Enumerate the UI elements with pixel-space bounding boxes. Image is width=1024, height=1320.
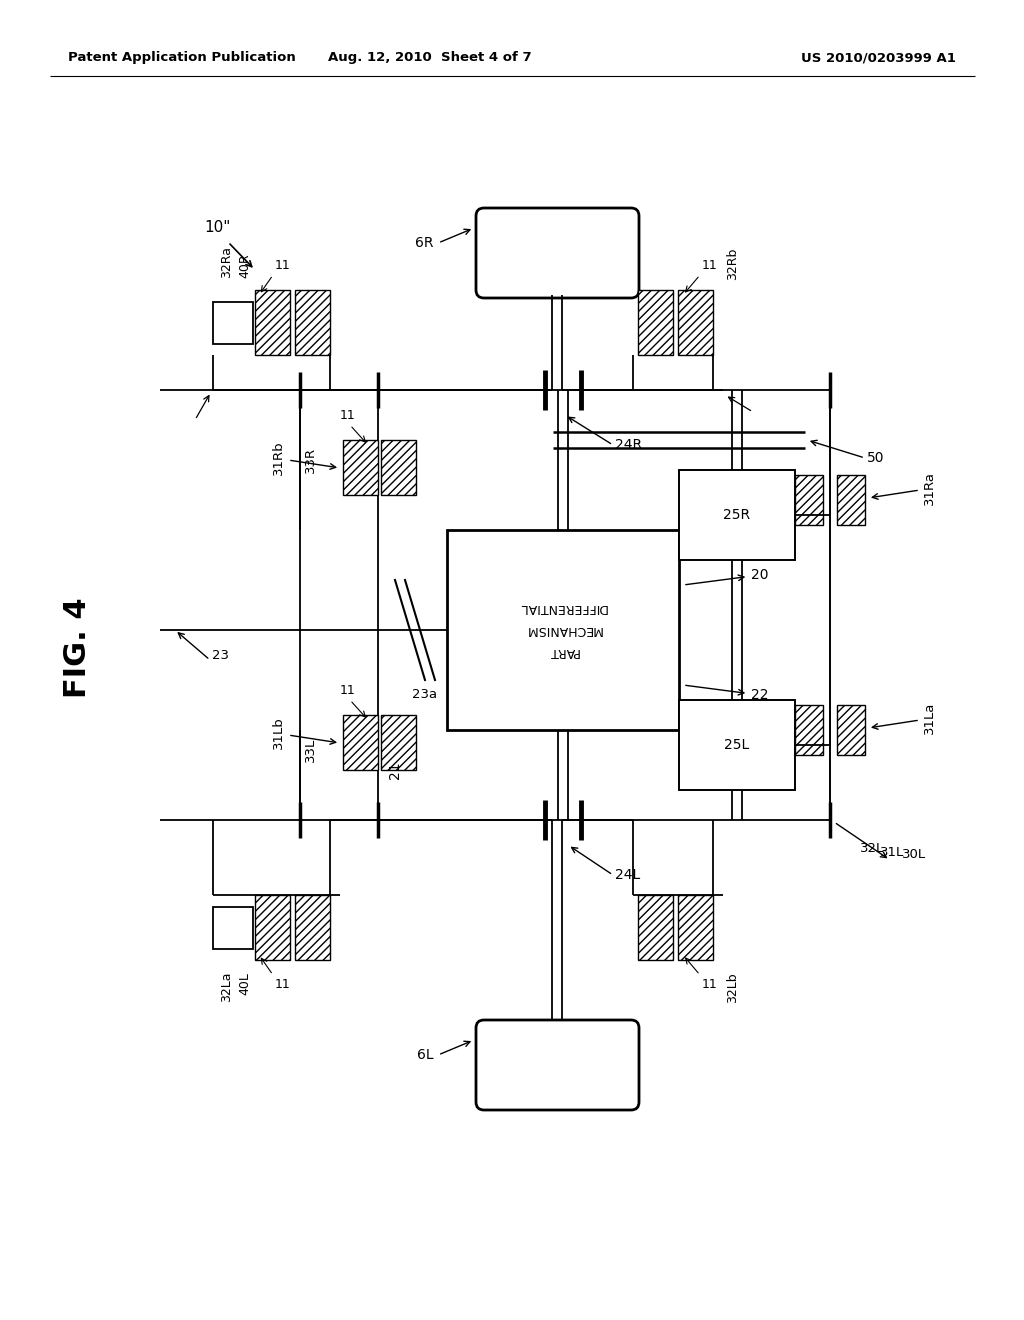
Text: DIFFERENTIAL: DIFFERENTIAL xyxy=(519,602,607,615)
Text: 33L: 33L xyxy=(304,738,317,762)
Text: 33R: 33R xyxy=(304,447,317,473)
Text: 50: 50 xyxy=(867,451,885,465)
Text: 24L: 24L xyxy=(615,869,640,882)
Bar xyxy=(255,895,290,960)
Text: US 2010/0203999 A1: US 2010/0203999 A1 xyxy=(801,51,956,65)
Text: 32Ra: 32Ra xyxy=(220,246,233,279)
Bar xyxy=(679,470,795,560)
Text: 30L: 30L xyxy=(902,849,926,862)
Bar xyxy=(213,907,253,949)
Bar xyxy=(638,895,673,960)
Text: 31L: 31L xyxy=(880,846,904,858)
Text: MECHANISM: MECHANISM xyxy=(524,623,601,636)
Text: 32La: 32La xyxy=(220,972,233,1002)
Bar xyxy=(678,895,713,960)
Text: 11: 11 xyxy=(702,978,718,991)
Text: 25L: 25L xyxy=(724,738,750,752)
Text: 11: 11 xyxy=(340,409,356,422)
Text: 11: 11 xyxy=(340,684,356,697)
Text: 31Rb: 31Rb xyxy=(272,441,285,475)
Bar xyxy=(343,715,378,770)
Text: 21: 21 xyxy=(388,762,402,779)
Bar xyxy=(255,290,290,355)
Bar xyxy=(638,290,673,355)
Bar xyxy=(795,475,823,525)
Bar xyxy=(295,290,330,355)
Bar xyxy=(213,302,253,345)
Bar xyxy=(837,705,865,755)
Text: 6R: 6R xyxy=(416,236,434,249)
Text: 10": 10" xyxy=(205,220,231,235)
Text: PART: PART xyxy=(548,645,579,659)
Text: 11: 11 xyxy=(275,259,291,272)
Text: Aug. 12, 2010  Sheet 4 of 7: Aug. 12, 2010 Sheet 4 of 7 xyxy=(328,51,531,65)
Text: 11: 11 xyxy=(275,978,291,991)
Text: 31Ra: 31Ra xyxy=(923,471,936,506)
Text: Patent Application Publication: Patent Application Publication xyxy=(68,51,296,65)
Bar xyxy=(381,440,416,495)
Bar xyxy=(679,700,795,789)
Text: 23: 23 xyxy=(212,649,229,663)
Text: FIG. 4: FIG. 4 xyxy=(63,598,92,698)
Text: 22: 22 xyxy=(686,685,768,702)
Text: 24R: 24R xyxy=(615,438,642,451)
Bar xyxy=(795,705,823,755)
Text: 32Lb: 32Lb xyxy=(726,972,739,1003)
Bar xyxy=(295,895,330,960)
Bar xyxy=(678,290,713,355)
Text: 40R: 40R xyxy=(239,253,252,279)
Text: 40L: 40L xyxy=(239,972,252,995)
Text: 31La: 31La xyxy=(923,702,936,734)
Text: 20: 20 xyxy=(686,568,768,585)
Text: 31Lb: 31Lb xyxy=(272,717,285,750)
Text: 25R: 25R xyxy=(723,508,751,521)
Bar xyxy=(837,475,865,525)
Text: 23a: 23a xyxy=(413,688,437,701)
Text: 32L: 32L xyxy=(860,842,885,855)
FancyBboxPatch shape xyxy=(476,1020,639,1110)
Text: 6L: 6L xyxy=(418,1048,434,1063)
FancyBboxPatch shape xyxy=(476,209,639,298)
Bar xyxy=(343,440,378,495)
Text: 11: 11 xyxy=(702,259,718,272)
Bar xyxy=(447,531,679,730)
Bar xyxy=(381,715,416,770)
Text: 32Rb: 32Rb xyxy=(726,248,739,280)
